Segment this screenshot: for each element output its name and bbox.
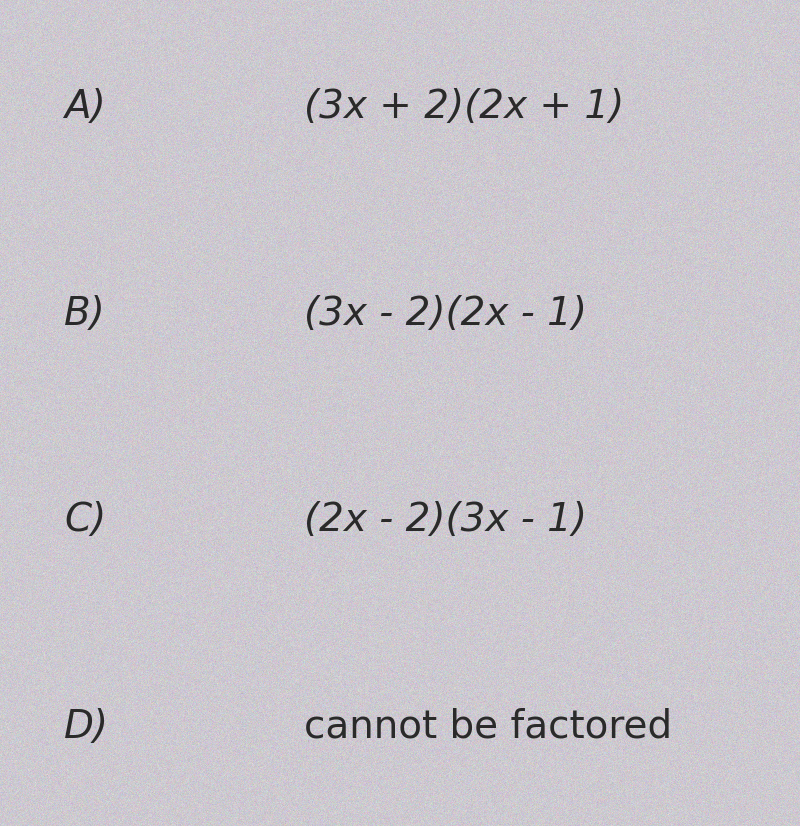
Text: B): B) bbox=[64, 295, 106, 333]
Text: (3x - 2)(2x - 1): (3x - 2)(2x - 1) bbox=[304, 295, 587, 333]
Text: (3x + 2)(2x + 1): (3x + 2)(2x + 1) bbox=[304, 88, 624, 126]
Text: C): C) bbox=[64, 501, 106, 539]
Text: (2x - 2)(3x - 1): (2x - 2)(3x - 1) bbox=[304, 501, 587, 539]
Text: cannot be factored: cannot be factored bbox=[304, 708, 672, 746]
Text: A): A) bbox=[64, 88, 106, 126]
Text: D): D) bbox=[64, 708, 109, 746]
